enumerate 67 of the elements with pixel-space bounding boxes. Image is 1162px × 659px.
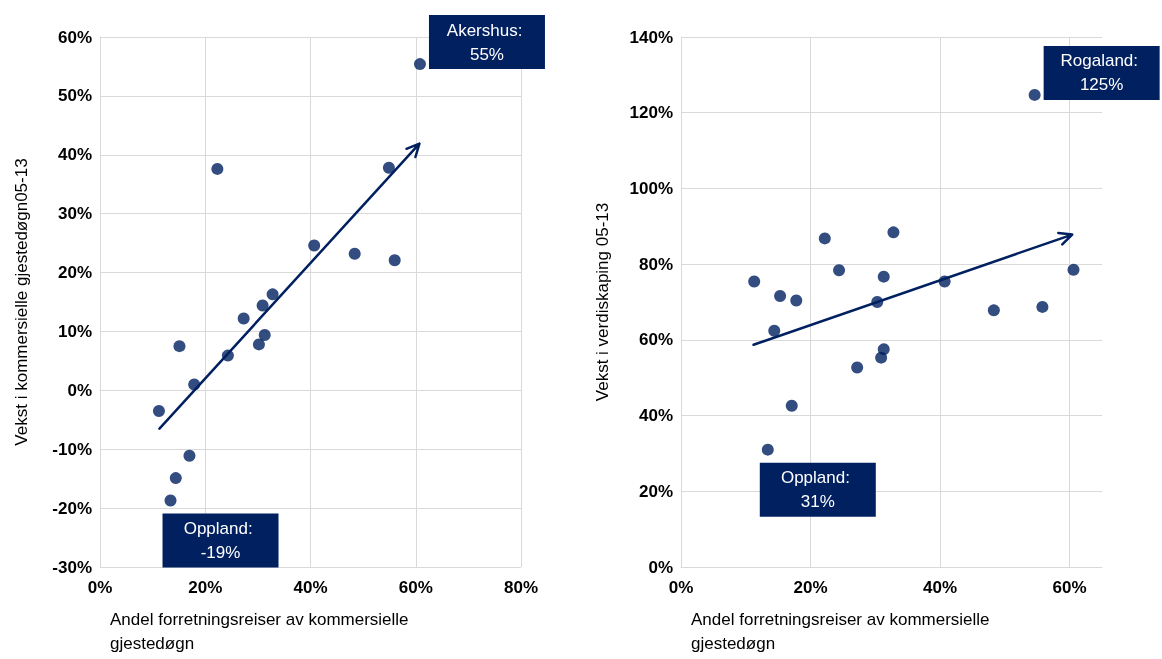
x-tick-label: 0% <box>87 578 113 597</box>
point <box>237 312 250 325</box>
point <box>258 328 271 341</box>
x-tick-label: 80% <box>503 578 539 597</box>
point <box>211 162 224 175</box>
point <box>833 264 846 277</box>
y-tick-label: 30% <box>57 204 92 224</box>
point <box>818 232 831 245</box>
point <box>308 239 321 252</box>
point <box>875 351 888 364</box>
point <box>1036 300 1049 313</box>
point <box>382 161 395 174</box>
x-axis-title: Andel forretningsreiser av kommersielle gjestedøgn <box>691 609 995 653</box>
y-tick-label: -30% <box>52 557 92 577</box>
y-tick-label: -10% <box>52 439 92 459</box>
point <box>266 288 279 301</box>
point <box>785 399 798 412</box>
y-tick-label: 20% <box>638 481 673 501</box>
point <box>887 226 900 239</box>
x-tick-label: 60% <box>1052 578 1087 597</box>
y-tick-label: 50% <box>57 86 92 106</box>
point <box>413 58 426 71</box>
point <box>1028 88 1041 101</box>
x-tick-label: 40% <box>293 578 328 597</box>
point <box>152 404 165 417</box>
point <box>164 494 177 507</box>
x-tick-label: 60% <box>398 578 433 597</box>
y-tick-label: 40% <box>57 145 92 165</box>
y-tick-label: -20% <box>52 498 92 518</box>
annotation: Oppland: 31% <box>780 468 855 512</box>
point <box>748 275 761 288</box>
annotation: Oppland: -19% <box>183 518 258 562</box>
y-tick-label: 140% <box>629 27 673 47</box>
point <box>348 247 361 260</box>
y-tick-label: 80% <box>638 254 673 274</box>
point <box>851 361 864 374</box>
y-tick-label: 20% <box>57 263 92 283</box>
x-tick-label: 40% <box>923 578 958 597</box>
y-axis-title: Vekst i kommersielle gjestedøgn05-13 <box>12 158 31 446</box>
y-tick-label: 0% <box>67 380 92 400</box>
point <box>877 270 890 283</box>
point <box>256 299 269 312</box>
y-tick-label: 100% <box>629 178 673 198</box>
point <box>768 324 781 337</box>
point <box>774 289 787 302</box>
annotation: Rogaland: 125% <box>1060 51 1143 95</box>
y-tick-label: 0% <box>648 557 673 577</box>
point <box>183 449 196 462</box>
point <box>987 304 1000 317</box>
point <box>761 443 774 456</box>
point <box>169 472 182 485</box>
annotation: Akershus: 55% <box>446 20 528 64</box>
x-tick-label: 20% <box>188 578 223 597</box>
x-tick-label: 20% <box>793 578 828 597</box>
y-axis-title: Vekst i verdiskaping 05-13 <box>593 202 612 402</box>
x-axis-title: Andel forretningsreiser av kommersielle gjestedøgn <box>110 609 414 653</box>
y-tick-label: 60% <box>57 27 92 47</box>
point <box>388 254 401 267</box>
y-tick-label: 40% <box>638 406 673 426</box>
point <box>173 340 186 353</box>
point <box>1067 263 1080 276</box>
point <box>790 294 803 307</box>
y-tick-label: 10% <box>57 321 92 341</box>
y-tick-label: 120% <box>629 103 673 123</box>
x-tick-label: 0% <box>668 578 694 597</box>
point <box>252 338 265 351</box>
y-tick-label: 60% <box>638 330 673 350</box>
